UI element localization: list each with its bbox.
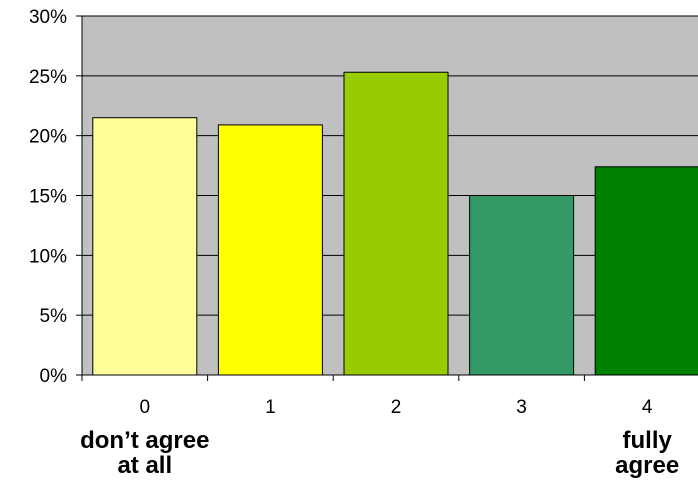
high-anchor-label: fully agree bbox=[592, 428, 698, 478]
y-tick-label: 20% bbox=[29, 127, 67, 148]
bar-1 bbox=[217, 124, 323, 376]
bars bbox=[92, 71, 698, 376]
bar-3 bbox=[469, 195, 575, 376]
x-tick-label: 0 bbox=[140, 397, 151, 418]
x-tick-labels: 0 1 2 3 4 bbox=[140, 397, 653, 418]
y-tick-label: 0% bbox=[40, 366, 68, 387]
low-anchor-label: don’t agree at all bbox=[55, 428, 235, 478]
high-anchor-line-2: agree bbox=[615, 452, 680, 479]
low-anchor-line-2: at all bbox=[117, 452, 173, 479]
y-tick-labels: 0% 5% 10% 15% 20% 25% 30% bbox=[29, 7, 67, 387]
y-tick-label: 25% bbox=[29, 67, 67, 88]
axes bbox=[76, 15, 698, 381]
y-tick-label: 5% bbox=[40, 306, 68, 327]
x-tick-label: 4 bbox=[642, 397, 653, 418]
x-tick-label: 2 bbox=[391, 397, 402, 418]
bar-2 bbox=[343, 71, 449, 376]
low-anchor-line-1: don’t agree bbox=[80, 427, 210, 454]
bar-0 bbox=[92, 117, 198, 376]
y-tick-label: 15% bbox=[29, 187, 67, 208]
high-anchor-line-1: fully bbox=[622, 427, 672, 454]
y-tick-label: 10% bbox=[29, 246, 67, 267]
y-tick-label: 30% bbox=[29, 7, 67, 28]
x-tick-label: 3 bbox=[516, 397, 527, 418]
bar-4 bbox=[594, 166, 698, 376]
x-tick-label: 1 bbox=[265, 397, 276, 418]
